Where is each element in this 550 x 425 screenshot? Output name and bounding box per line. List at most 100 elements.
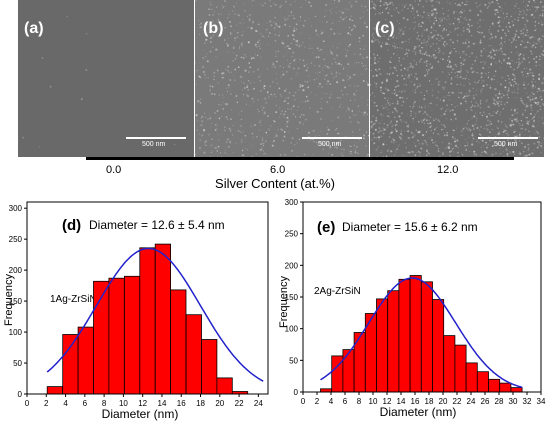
x-tick-label: 18 xyxy=(196,399,205,408)
histogram-bar xyxy=(387,290,400,393)
silver-tick-0: 0.0 xyxy=(106,164,122,176)
x-tick-label: 28 xyxy=(495,397,504,406)
y-tick-label: 0 xyxy=(18,390,23,399)
histogram-e: (e) Diameter = 15.6 ± 6.2 nm 2Ag-ZrSiN D… xyxy=(278,198,546,419)
x-tick-label: 6 xyxy=(83,399,88,408)
hist-e-gaussian-fit xyxy=(320,277,523,389)
histogram-bar xyxy=(499,382,512,393)
histogram-bar xyxy=(154,243,171,395)
x-tick-label: 8 xyxy=(102,399,107,408)
hist-d-xlabel: Diameter (nm) xyxy=(102,407,179,421)
x-tick-label: 10 xyxy=(119,399,128,408)
x-tick-label: 22 xyxy=(235,399,244,408)
x-tick-label: 20 xyxy=(215,399,224,408)
silver-content-axis-title: Silver Content (at.%) xyxy=(215,176,335,191)
histogram-bar xyxy=(443,335,456,393)
x-tick-label: 4 xyxy=(63,399,68,408)
y-tick-label: 250 xyxy=(9,235,23,244)
hist-e-legend: 2Ag-ZrSiN xyxy=(314,286,361,297)
silver-tick-12: 12.0 xyxy=(437,164,459,176)
x-tick-label: 20 xyxy=(439,397,448,406)
x-tick-label: 2 xyxy=(44,399,49,408)
y-tick-label: 300 xyxy=(9,204,23,213)
y-tick-label: 50 xyxy=(289,356,298,365)
sem-texture-b xyxy=(195,0,369,157)
y-tick-label: 200 xyxy=(9,266,23,275)
sem-image-a xyxy=(18,0,194,157)
scale-bar-a xyxy=(126,137,186,139)
histogram-bar xyxy=(185,314,202,395)
hist-e-ylabel: Frequency xyxy=(278,276,290,328)
hist-e-panel-label: (e) xyxy=(317,219,335,236)
x-tick-label: 16 xyxy=(177,399,186,408)
histogram-bar xyxy=(201,339,218,395)
hist-e-annotation: Diameter = 15.6 ± 6.2 nm xyxy=(342,220,478,234)
x-tick-label: 12 xyxy=(383,397,392,406)
x-tick-label: 0 xyxy=(301,397,306,406)
scale-label-c: 500 nm xyxy=(494,141,518,148)
histogram-bar xyxy=(139,247,156,395)
hist-d-annotation: Diameter = 12.6 ± 5.4 nm xyxy=(89,218,225,232)
silver-content-axis-line xyxy=(86,157,514,160)
histogram-bar xyxy=(46,386,64,395)
histogram-bar xyxy=(216,377,233,395)
x-tick-label: 30 xyxy=(509,397,518,406)
histogram-bar xyxy=(432,299,445,393)
histogram-bar xyxy=(510,387,523,393)
histogram-bar xyxy=(476,371,489,393)
x-tick-label: 2 xyxy=(315,397,320,406)
x-tick-label: 16 xyxy=(411,397,420,406)
panel-label-a: (a) xyxy=(24,20,44,37)
y-tick-label: 50 xyxy=(13,359,22,368)
x-tick-label: 0 xyxy=(25,399,30,408)
histogram-d: (d) Diameter = 12.6 ± 5.4 nm 1Ag-ZrSiN D… xyxy=(3,201,269,421)
histogram-bar xyxy=(454,344,467,393)
x-tick-label: 24 xyxy=(467,397,476,406)
sem-image-b xyxy=(195,0,369,157)
hist-e-xlabel: Diameter (nm) xyxy=(380,405,457,419)
y-tick-label: 300 xyxy=(285,198,299,207)
plot-frame xyxy=(26,201,269,395)
x-tick-label: 10 xyxy=(369,397,378,406)
x-tick-label: 6 xyxy=(343,397,348,406)
scale-label-a: 500 nm xyxy=(142,141,166,148)
histogram-bar xyxy=(353,332,366,393)
x-tick-label: 24 xyxy=(254,399,263,408)
x-tick-label: 14 xyxy=(158,399,167,408)
x-tick-label: 22 xyxy=(453,397,462,406)
histogram-bar xyxy=(398,278,411,393)
y-tick-label: 150 xyxy=(285,293,299,302)
histogram-bar xyxy=(465,362,478,393)
histogram-bar xyxy=(376,298,389,393)
histogram-bar xyxy=(108,277,125,395)
scale-bar-c xyxy=(478,137,538,139)
histogram-bar xyxy=(124,275,141,395)
hist-d-panel-label: (d) xyxy=(62,217,81,234)
hist-d-gaussian-fit xyxy=(46,247,264,382)
histogram-bar xyxy=(488,378,501,393)
y-tick-label: 200 xyxy=(285,261,299,270)
panel-label-b: (b) xyxy=(203,20,224,37)
y-tick-label: 250 xyxy=(285,230,299,239)
x-tick-label: 14 xyxy=(397,397,406,406)
histogram-bar xyxy=(409,275,422,393)
x-tick-label: 34 xyxy=(537,397,546,406)
histogram-bar xyxy=(342,349,355,393)
x-tick-label: 26 xyxy=(481,397,490,406)
histogram-bar xyxy=(420,281,433,393)
x-tick-label: 8 xyxy=(357,397,362,406)
sem-texture-a xyxy=(18,0,194,157)
y-tick-label: 100 xyxy=(9,328,23,337)
histogram-bar xyxy=(62,334,79,395)
panel-label-c: (c) xyxy=(375,20,395,37)
histogram-bar xyxy=(170,289,187,395)
scale-label-b: 500 nm xyxy=(318,141,342,148)
x-tick-label: 12 xyxy=(138,399,147,408)
y-tick-label: 0 xyxy=(294,388,299,397)
y-tick-label: 100 xyxy=(285,325,299,334)
x-tick-label: 18 xyxy=(425,397,434,406)
x-tick-label: 4 xyxy=(329,397,334,406)
sem-texture-c xyxy=(370,0,544,157)
sem-image-c xyxy=(370,0,544,157)
scale-bar-b xyxy=(302,137,362,139)
